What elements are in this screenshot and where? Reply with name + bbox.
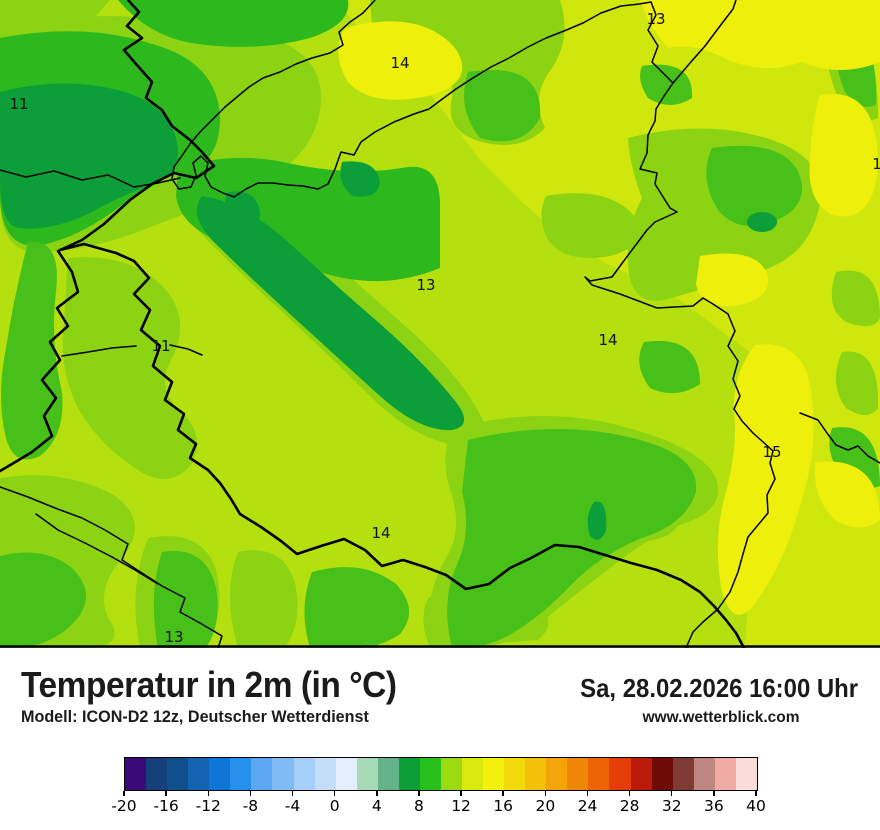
colorbar-segment <box>504 758 526 790</box>
colorbar-segment <box>167 758 189 790</box>
map-borders-national <box>0 0 746 648</box>
colorbar-tick-label: 28 <box>619 797 640 815</box>
colorbar-tick-label: 40 <box>746 797 766 815</box>
colorbar-tick-label: 12 <box>451 797 471 815</box>
contour-value-label: 13 <box>164 628 184 646</box>
colorbar-tick-label: -20 <box>111 797 137 815</box>
colorbar-tick <box>502 791 504 796</box>
map-footer: Temperatur in 2m (in °C) Modell: ICON-D2… <box>0 648 880 830</box>
colorbar-segment <box>146 758 168 790</box>
colorbar-segment <box>567 758 589 790</box>
colorbar-tick <box>333 791 336 796</box>
colorbar-segment <box>377 758 399 790</box>
website-url: www.wetterblick.com <box>642 709 800 726</box>
model-subtitle: Modell: ICON-D2 12z, Deutscher Wetterdie… <box>21 707 369 726</box>
contour-value-label: 11 <box>151 337 171 355</box>
colorbar-tick <box>165 791 167 796</box>
colorbar-tick <box>249 791 252 796</box>
colorbar-segment <box>335 758 357 790</box>
colorbar-segment <box>651 758 673 790</box>
colorbar-segment <box>440 758 462 790</box>
colorbar-tick-label: 36 <box>703 797 724 815</box>
colorbar-segment <box>314 758 336 790</box>
colorbar-tick <box>376 791 378 796</box>
colorbar-segment <box>209 758 231 790</box>
temperature-map: NürburgKoblenzCochemSt. GoarMainzBad Kre… <box>0 0 880 648</box>
colorbar-tick <box>418 791 420 796</box>
colorbar-tick-label: 4 <box>371 797 382 815</box>
colorbar-segment <box>462 758 484 790</box>
contour-value-label: 15 <box>762 443 782 461</box>
contour-value-label: 13 <box>416 276 436 294</box>
colorbar-tick-label: -4 <box>284 797 301 815</box>
colorbar-segment <box>272 758 294 790</box>
colorbar-segment <box>356 758 378 790</box>
colorbar-segment <box>230 758 252 790</box>
contour-value-label: 14 <box>598 331 618 349</box>
temperature-colorbar <box>124 757 758 791</box>
colorbar-segment <box>398 758 420 790</box>
colorbar-tick-label: 20 <box>535 797 556 815</box>
map-regions-green <box>0 0 880 648</box>
colorbar-tick <box>586 791 589 796</box>
page-title: Temperatur in 2m (in °C) <box>21 664 397 705</box>
colorbar-segment <box>630 758 652 790</box>
colorbar-tick-label: 8 <box>413 797 424 815</box>
map-canvas <box>0 0 880 648</box>
colorbar-segment <box>419 758 441 790</box>
colorbar-tick <box>713 791 715 796</box>
colorbar-segment <box>714 758 736 790</box>
colorbar-segment <box>251 758 273 790</box>
contour-value-label: 14 <box>390 54 410 72</box>
colorbar-tick <box>628 791 631 796</box>
colorbar-tick-label: -12 <box>195 797 221 815</box>
contour-value-label: 1 <box>872 155 880 173</box>
colorbar-tick <box>755 791 757 796</box>
colorbar-segment <box>125 758 147 790</box>
forecast-datetime: Sa, 28.02.2026 16:00 Uhr <box>580 673 858 703</box>
colorbar-segment <box>588 758 610 790</box>
colorbar-tick-label: 0 <box>329 797 340 815</box>
colorbar-segment <box>188 758 210 790</box>
colorbar-segment <box>735 758 757 790</box>
colorbar-tick <box>291 791 294 796</box>
contour-value-label: 13 <box>646 10 666 28</box>
colorbar-segment <box>693 758 715 790</box>
map-borders-state <box>0 0 880 648</box>
colorbar-segment <box>525 758 547 790</box>
colorbar-tick-label: -16 <box>153 797 179 815</box>
map-regions-yellow <box>338 0 880 615</box>
colorbar-tick-label: 24 <box>577 797 598 815</box>
colorbar-segment <box>483 758 505 790</box>
colorbar-tick <box>544 791 547 796</box>
colorbar-tick-label: -8 <box>242 797 259 815</box>
colorbar-tick <box>670 791 673 796</box>
colorbar-segment <box>293 758 315 790</box>
contour-value-label: 11 <box>9 95 29 113</box>
colorbar-tick-label: 16 <box>493 797 514 815</box>
colorbar-tick <box>460 791 462 796</box>
colorbar-segment <box>546 758 568 790</box>
colorbar-tick-label: 32 <box>661 797 682 815</box>
contour-value-label: 14 <box>371 524 391 542</box>
colorbar-segment <box>609 758 631 790</box>
colorbar-tick <box>123 791 125 796</box>
colorbar-tick <box>207 791 210 796</box>
colorbar-segment <box>672 758 694 790</box>
